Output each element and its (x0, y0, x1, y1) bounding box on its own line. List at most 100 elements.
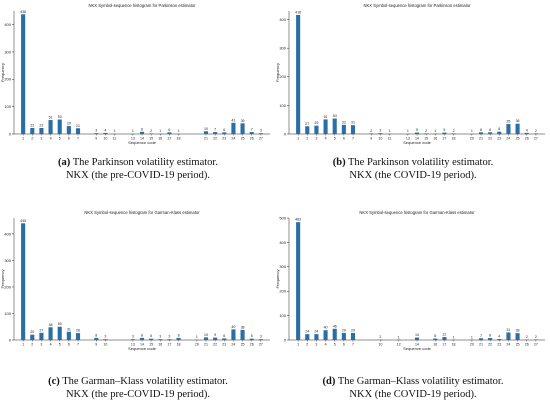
x-tick-label: 26 (525, 343, 529, 347)
bar-value-label: 7 (480, 334, 482, 338)
bar-value-label: 32 (342, 120, 346, 124)
y-tick-label: 0 (9, 131, 12, 136)
x-tick-label: 21 (204, 343, 208, 347)
bar (424, 133, 429, 134)
bar (203, 337, 209, 340)
bar-value-label: 10 (204, 127, 208, 131)
x-tick-label: 14 (415, 343, 419, 347)
bar-value-label: 36 (516, 119, 520, 123)
bar-value-label: 27 (305, 122, 309, 126)
x-tick-label: 17 (442, 343, 446, 347)
bar-value-label: 28 (516, 329, 520, 333)
y-tick-label: 0 (9, 337, 12, 342)
bar-value-label: 4 (104, 128, 106, 132)
caption-c: (c) The Garman–Klass volatility estimato… (8, 375, 268, 401)
x-tick-label: 27 (534, 137, 538, 141)
bar (149, 133, 154, 134)
x-tick-label: 13 (406, 137, 410, 141)
y-tick-label: 400 (4, 231, 11, 236)
bar-value-label: 2 (535, 335, 537, 339)
x-tick-label: 18 (177, 343, 181, 347)
bar (231, 329, 236, 340)
bar (506, 123, 511, 134)
chart-title: NKX Symbol-sequence histogram for Parkin… (88, 3, 196, 8)
bar (323, 119, 328, 134)
x-tick-label: 15 (149, 343, 153, 347)
y-tick-label: 100 (4, 311, 11, 316)
bar (167, 132, 172, 134)
bar-value-label: 1 (178, 129, 180, 133)
bar-value-label: 2 (150, 129, 152, 133)
bar-value-label: 12 (442, 333, 446, 337)
x-tick-label: 2 (306, 343, 308, 347)
y-tick-label: 100 (4, 104, 11, 109)
bar-value-label: 416 (295, 11, 301, 15)
bar (94, 337, 99, 340)
bar-value-label: 27 (39, 328, 43, 332)
y-axis-label: Frequency (275, 63, 280, 82)
x-axis-label: Sequence code (403, 140, 432, 145)
bar-value-label: 1 (453, 335, 455, 339)
bar (75, 333, 81, 340)
bar (332, 118, 337, 134)
bar-value-label: 40 (231, 325, 235, 329)
bar-value-label: 24 (305, 330, 309, 334)
bar (414, 132, 420, 134)
bar (442, 337, 447, 340)
bar (94, 133, 99, 134)
x-tick-label: 6 (68, 343, 70, 347)
bar-value-label: 2 (535, 129, 537, 133)
bar (39, 127, 44, 134)
bar (57, 119, 62, 134)
bar (213, 337, 218, 340)
bar (240, 123, 245, 134)
bar (30, 127, 35, 134)
caption-d: (d) The Garman–Klass volatility estimato… (283, 375, 543, 401)
x-tick-label: 27 (534, 343, 538, 347)
bar-value-label: 1 (159, 129, 161, 133)
x-tick-label: 2 (306, 137, 308, 141)
bar (524, 132, 529, 134)
caption-a: (a) The Parkinson volatility estimator. … (8, 156, 268, 182)
caption-c-tag: (c) (48, 376, 60, 387)
x-tick-label: 5 (334, 343, 336, 347)
bar-value-label: 6 (489, 128, 491, 132)
bar (414, 337, 420, 340)
x-tick-label: 6 (343, 343, 345, 347)
bar-value-label: 29 (351, 328, 355, 332)
x-tick-label: 20 (470, 343, 474, 347)
x-tick-label: 14 (140, 137, 144, 141)
caption-d-tag: (d) (322, 376, 336, 387)
bar (296, 15, 301, 134)
x-tick-label: 4 (50, 343, 52, 347)
bar-value-label: 440 (20, 219, 26, 223)
y-tick-label: 500 (279, 215, 286, 220)
bar-value-label: 46 (333, 324, 337, 328)
y-tick-label: 200 (279, 74, 286, 79)
bar (21, 223, 26, 340)
x-tick-label: 26 (525, 137, 529, 141)
x-tick-label: 5 (59, 137, 61, 141)
bar-value-label: 3 (159, 335, 161, 339)
bar-value-label: 3 (168, 335, 170, 339)
x-tick-label: 15 (149, 137, 153, 141)
bar (515, 333, 520, 340)
x-axis-label: Sequence code (128, 140, 157, 145)
bar-value-label: 5 (443, 128, 445, 132)
bar-value-label: 2 (379, 335, 381, 339)
bar (222, 338, 227, 340)
bar-value-label: 38 (241, 325, 245, 329)
y-axis-label: Frequency (275, 270, 280, 289)
x-tick-label: 18 (177, 137, 181, 141)
x-tick-label: 6 (68, 137, 70, 141)
bar (57, 326, 62, 340)
x-tick-label: 7 (352, 137, 354, 141)
x-tick-label: 23 (222, 137, 226, 141)
bar-value-label: 1 (434, 129, 436, 133)
x-tick-label: 5 (334, 137, 336, 141)
bar (478, 132, 484, 134)
y-tick-label: 300 (279, 264, 286, 269)
panel-d: NKX Symbol-sequence histogram for Garman… (275, 201, 550, 403)
bar-value-label: 21 (76, 124, 80, 128)
x-tick-label: 9 (370, 137, 372, 141)
